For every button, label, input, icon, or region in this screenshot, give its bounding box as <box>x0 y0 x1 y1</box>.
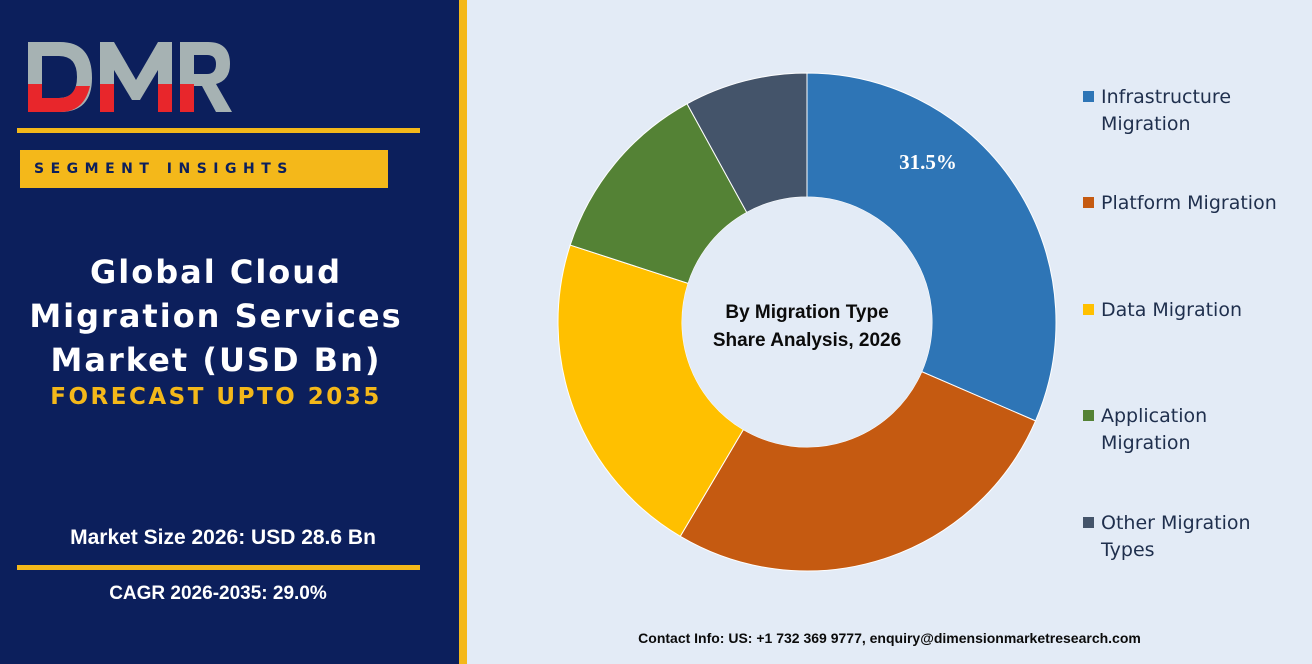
report-title-line-1: Global Cloud <box>90 253 342 291</box>
report-title-line-2: Migration Services <box>29 297 403 335</box>
segment-insights-badge: SEGMENT INSIGHTS <box>20 150 388 188</box>
legend-item: Platform Migration <box>1083 190 1303 217</box>
donut-hole <box>682 197 932 447</box>
legend-item: Other Migration Types <box>1083 510 1303 564</box>
legend-swatch <box>1083 304 1094 315</box>
gold-rule-top <box>17 128 420 133</box>
gold-rule-bottom <box>17 565 420 570</box>
legend-label-line: Data Migration <box>1101 299 1242 321</box>
legend-label-line: Migration <box>1101 432 1191 454</box>
center-label-line-1: By Migration Type <box>725 302 888 323</box>
dmr-logo <box>28 42 232 112</box>
report-title: Global Cloud Migration Services Market (… <box>0 250 432 382</box>
center-label-line-2: Share Analysis, 2026 <box>713 330 901 351</box>
contact-info: Contact Info: US: +1 732 369 9777, enqui… <box>638 630 1141 646</box>
legend-swatch <box>1083 410 1094 421</box>
legend-label-line: Other Migration <box>1101 512 1251 534</box>
legend-swatch <box>1083 517 1094 528</box>
legend-label-line: Migration <box>1101 113 1191 135</box>
legend-label-line: Platform Migration <box>1101 192 1277 214</box>
legend-item: Data Migration <box>1083 297 1303 324</box>
legend-label: Platform Migration <box>1101 190 1277 217</box>
legend-item: Application Migration <box>1083 403 1303 457</box>
market-size-stat: Market Size 2026: USD 28.6 Bn <box>70 526 376 549</box>
slice-value-label: 31.5% <box>899 150 957 174</box>
legend-label: Infrastructure Migration <box>1101 84 1231 138</box>
legend-swatch <box>1083 197 1094 208</box>
legend-label: Application Migration <box>1101 403 1207 457</box>
legend-label-line: Infrastructure <box>1101 86 1232 108</box>
legend-label-line: Types <box>1101 539 1155 561</box>
legend-swatch <box>1083 91 1094 102</box>
cagr-stat: CAGR 2026-2035: 29.0% <box>109 583 327 604</box>
legend-label-line: Application <box>1101 405 1208 427</box>
donut-chart: 31.5% By Migration Type Share Analysis, 20… <box>557 72 1057 572</box>
legend-label: Other Migration Types <box>1101 510 1251 564</box>
segment-insights-label: SEGMENT INSIGHTS <box>34 161 294 177</box>
divider-strip <box>459 0 467 664</box>
legend-item: Infrastructure Migration <box>1083 84 1303 138</box>
legend-label: Data Migration <box>1101 297 1242 324</box>
report-title-line-3: Market (USD Bn) <box>50 341 382 379</box>
forecast-label: FORECAST UPTO 2035 <box>50 384 382 410</box>
